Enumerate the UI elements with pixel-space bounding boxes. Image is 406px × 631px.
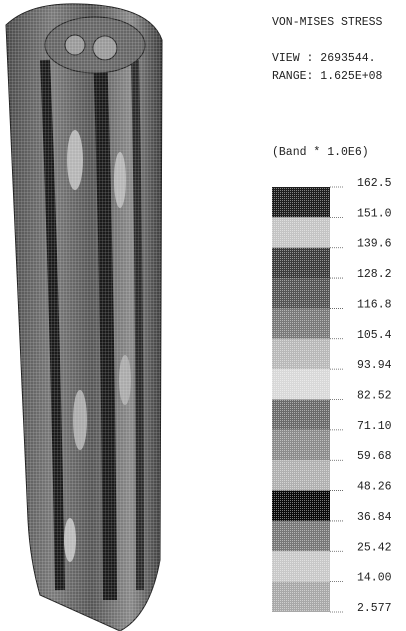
legend-label: 48.26 [357,481,392,494]
legend-label: 139.6 [357,238,392,251]
legend-band-texture [272,491,330,521]
legend-label: 128.2 [357,268,392,281]
legend-band-texture [272,339,330,369]
legend-band-texture [272,217,330,247]
legend-label: 59.68 [357,450,392,463]
legend-label: 25.42 [357,541,392,554]
legend-band-texture [272,369,330,399]
stress-plot: VON-MISES STRESS VIEW : 2693544. RANGE: … [0,0,406,631]
legend-label: 14.00 [357,572,392,585]
legend-label: 2.577 [357,602,392,615]
legend-band-texture [272,430,330,460]
legend-band-texture [272,248,330,278]
view-label: VIEW : 2693544. [272,52,376,65]
legend-band-texture [272,278,330,308]
legend-band-texture [272,460,330,490]
legend-band-texture [272,187,330,217]
legend: 162.5 151.0 139.6 128.2 116.8 105.4 93.94 82.52… [272,177,392,615]
legend-band-texture [272,308,330,338]
legend-band-texture [272,521,330,551]
range-label: RANGE: 1.625E+08 [272,70,383,83]
legend-label: 71.10 [357,420,392,433]
legend-label: 151.0 [357,207,392,220]
legend-band-texture [272,400,330,430]
legend-label: 36.84 [357,511,392,524]
legend-label: 162.5 [357,177,392,190]
legend-band-texture [272,582,330,612]
legend-label: 116.8 [357,298,392,311]
model [0,0,170,631]
legend-label: 82.52 [357,390,392,403]
legend-title: (Band * 1.0E6) [272,146,369,159]
legend-band-texture [272,551,330,581]
legend-label: 93.94 [357,359,392,372]
plot-title: VON-MISES STRESS [272,16,383,29]
legend-label: 105.4 [357,329,392,342]
